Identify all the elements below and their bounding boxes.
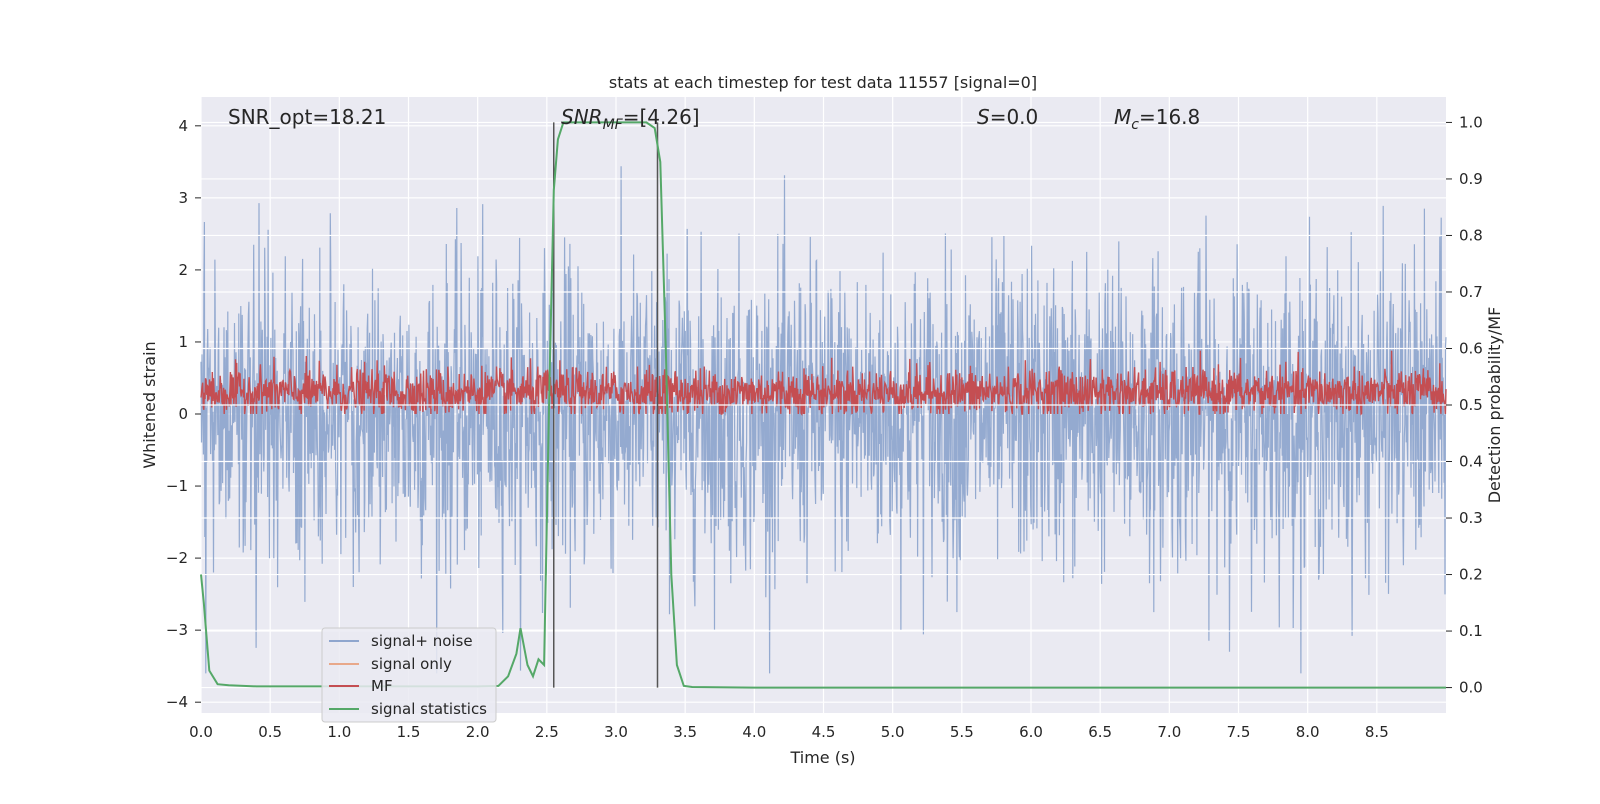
annotation-s: S=0.0 (977, 105, 1038, 129)
snr-mf-value: =[4.26] (623, 105, 700, 129)
y-right-tick-label: 0.6 (1459, 339, 1483, 357)
y-right-axis-title: Detection probability/MF (1485, 307, 1504, 504)
mf-line (200, 350, 1447, 416)
y-left-tick-label: 2 (178, 261, 188, 279)
x-tick-label: 7.0 (1157, 723, 1181, 741)
y-left-tick-label: 4 (178, 117, 188, 135)
y-right-tick-label: 0.9 (1459, 170, 1483, 188)
y-left-tick-labels: 4 3 2 1 0 −1 −2 −3 −4 (166, 117, 201, 711)
x-tick-label: 0.5 (258, 723, 282, 741)
y-right-tick-label: 0.5 (1459, 396, 1483, 414)
x-axis-title: Time (s) (789, 748, 855, 767)
x-tick-label: 8.5 (1365, 723, 1389, 741)
x-tick-label: 4.5 (812, 723, 836, 741)
x-tick-label: 5.5 (950, 723, 974, 741)
y-left-tick-label: 0 (178, 405, 188, 423)
x-tick-label: 6.5 (1088, 723, 1112, 741)
legend: signal+ noise signal only MF signal stat… (321, 627, 497, 723)
x-tick-label: 1.0 (327, 723, 351, 741)
legend-label-signal-statistics: signal statistics (371, 700, 487, 718)
x-tick-label: 5.0 (881, 723, 905, 741)
y-right-tick-label: 0.1 (1459, 622, 1483, 640)
s-label: S (977, 105, 990, 129)
x-tick-label: 1.5 (397, 723, 421, 741)
x-tick-label: 3.5 (673, 723, 697, 741)
signal-noise-line (200, 166, 1447, 674)
y-left-axis-title: Whitened strain (140, 341, 159, 468)
y-right-tick-label: 0.7 (1459, 283, 1483, 301)
y-right-tick-label: 0.0 (1459, 679, 1483, 697)
signal-statistics-series (200, 121, 1446, 689)
y-right-tick-labels: 1.0 0.9 0.8 0.7 0.6 0.5 0.4 0.3 0.2 0.1 0.0 (1446, 113, 1483, 697)
x-tick-label: 7.5 (1227, 723, 1251, 741)
x-tick-label: 4.0 (742, 723, 766, 741)
y-left-tick-label: −4 (166, 693, 188, 711)
mf-series (200, 350, 1447, 416)
x-tick-labels: 0.0 0.5 1.0 1.5 2.0 2.5 3.0 3.5 4.0 4.5 5.0 5.5 6.0 6… (189, 723, 1389, 741)
x-tick-label: 8.0 (1296, 723, 1320, 741)
y-left-tick-label: −2 (166, 549, 188, 567)
mc-value: =16.8 (1139, 105, 1200, 129)
y-right-tick-label: 0.2 (1459, 566, 1483, 584)
y-right-tick-label: 0.8 (1459, 226, 1483, 244)
legend-box (321, 627, 497, 723)
legend-label-mf: MF (371, 677, 393, 695)
snr-mf-sub: MF (603, 117, 624, 133)
s-value: =0.0 (990, 105, 1039, 129)
mc-sub: c (1131, 117, 1139, 133)
y-right-tick-label: 1.0 (1459, 113, 1483, 131)
annotation-snr-opt: SNR_opt=18.21 (228, 105, 386, 129)
legend-label-signal-noise: signal+ noise (371, 632, 473, 650)
annotation-mc: Mc=16.8 (1114, 105, 1200, 133)
signal-statistics-line (200, 121, 1446, 689)
snr-mf-label: SNR (561, 105, 603, 129)
y-left-tick-label: −1 (166, 477, 188, 495)
x-tick-label: 2.0 (466, 723, 490, 741)
y-left-tick-label: 3 (178, 189, 188, 207)
x-tick-label: 3.0 (604, 723, 628, 741)
mc-label: M (1114, 105, 1131, 129)
chart-title: stats at each timestep for test data 115… (609, 73, 1037, 92)
y-right-tick-label: 0.4 (1459, 453, 1483, 471)
legend-label-signal-only: signal only (371, 655, 452, 673)
x-tick-label: 6.0 (1019, 723, 1043, 741)
y-right-tick-label: 0.3 (1459, 509, 1483, 527)
x-tick-label: 0.0 (189, 723, 213, 741)
y-left-tick-label: 1 (178, 333, 188, 351)
signal-noise-series (200, 166, 1447, 674)
x-tick-label: 2.5 (535, 723, 559, 741)
y-left-tick-label: −3 (166, 621, 188, 639)
annotation-snr-mf: SNRMF=[4.26] (561, 105, 700, 133)
